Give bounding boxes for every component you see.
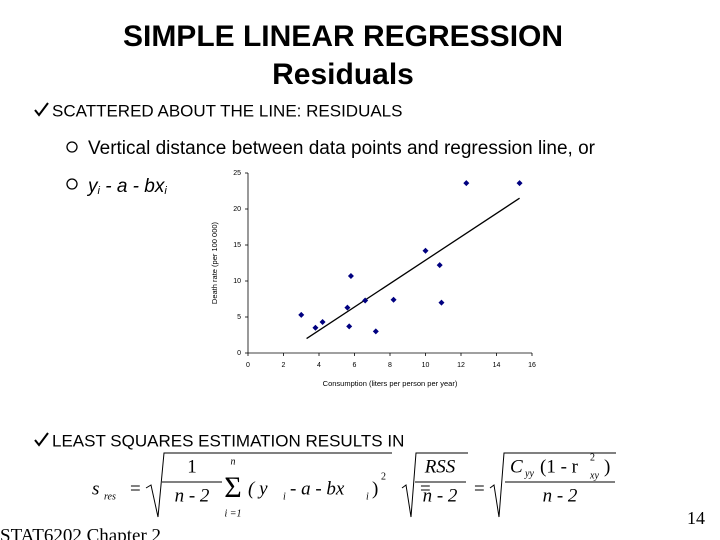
formula-part: = [420, 478, 431, 499]
formula-part: yy [524, 468, 534, 479]
page-number: 14 [687, 508, 705, 528]
footer: STAT6202 Chapter 2 [0, 525, 161, 540]
data-point [463, 180, 470, 187]
formula-part: RSS [424, 456, 456, 477]
data-point [436, 262, 443, 269]
formula-part: C [510, 456, 523, 477]
formula-part: s [92, 478, 99, 499]
formula-part: 1 [187, 456, 197, 477]
formula-part: i [366, 491, 369, 502]
bullet: LEAST SQUARES ESTIMATION RESULTS IN [52, 431, 404, 450]
x-tick-label: 6 [353, 362, 357, 369]
title: Residuals [272, 58, 414, 91]
formula-part: n - 2 [175, 485, 210, 506]
y-tick-label: 20 [233, 206, 241, 213]
formula-part: n [231, 456, 236, 467]
formula-part: - a - bx [290, 478, 345, 499]
y-tick-label: 25 [233, 170, 241, 177]
x-tick-label: 10 [422, 362, 430, 369]
formula-part: (1 - r [540, 456, 579, 477]
x-axis-title: Consumption (liters per person per year) [323, 379, 458, 388]
data-point [438, 299, 445, 306]
sqrt-sign [145, 452, 392, 518]
y-tick-label: 10 [233, 278, 241, 285]
sub-bullet: yi - a - bxi [86, 176, 167, 197]
sqrt-sign [489, 452, 616, 518]
data-point [362, 297, 369, 304]
formula-part: ) [372, 478, 378, 499]
x-tick-label: 0 [246, 362, 250, 369]
x-tick-label: 14 [493, 362, 501, 369]
formula-part: res [104, 491, 116, 502]
data-point [344, 304, 351, 311]
formula-part: n - 2 [543, 485, 578, 506]
sub-bullet: Vertical distance between data points an… [88, 138, 596, 159]
data-point [319, 319, 326, 326]
formula-part: = [474, 478, 485, 499]
formula-part: n - 2 [423, 485, 458, 506]
title: SIMPLE LINEAR REGRESSION [123, 20, 563, 53]
data-point [372, 328, 379, 335]
formula-part: ( y [248, 478, 268, 499]
regression-line [306, 197, 520, 340]
formula-part: xy [589, 470, 599, 481]
data-point [346, 323, 353, 330]
y-axis-title: Death rate (per 100 000) [210, 221, 219, 304]
data-point [516, 180, 523, 187]
data-point [422, 247, 429, 254]
y-tick-label: 0 [237, 350, 241, 357]
formula-part: 2 [590, 452, 595, 463]
x-tick-label: 12 [457, 362, 465, 369]
formula-part: Σ [224, 471, 241, 504]
sub-bullet-icon [66, 178, 78, 190]
chart: 0 2 4 6 8 10 12 14 16 0 5 10 15 20 25 Consumption (lite… [210, 170, 536, 388]
formula-part: = [130, 478, 141, 499]
formula-part: i =1 [224, 508, 241, 519]
x-tick-label: 16 [528, 362, 536, 369]
formula-part: ) [604, 456, 610, 477]
data-point [390, 296, 397, 303]
data-point [312, 324, 319, 331]
formula-part: 2 [381, 471, 386, 482]
check-icon [34, 432, 49, 447]
x-tick-label: 8 [388, 362, 392, 369]
y-tick-label: 15 [233, 242, 241, 249]
formula-part: i [283, 491, 286, 502]
y-tick-label: 5 [237, 314, 241, 321]
sub-bullet-icon [66, 141, 78, 153]
data-point [298, 311, 305, 318]
data-point [347, 272, 354, 279]
sqrt-sign [401, 452, 468, 518]
check-icon [34, 102, 49, 117]
x-tick-label: 4 [317, 362, 321, 369]
x-tick-label: 2 [282, 362, 286, 369]
bullet: SCATTERED ABOUT THE LINE: RESIDUALS [52, 101, 402, 120]
